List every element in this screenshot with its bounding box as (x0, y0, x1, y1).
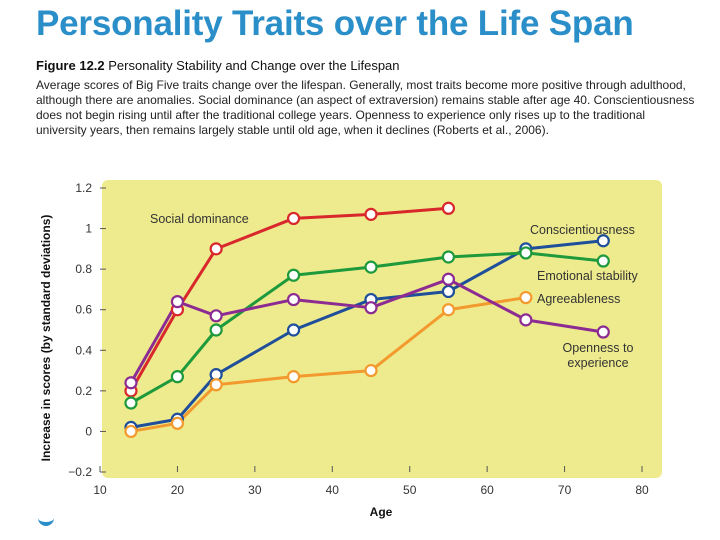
series-label-emotional-stability: Emotional stability (537, 269, 638, 283)
data-point-conscientiousness (596, 234, 610, 248)
x-tick-label: 20 (171, 483, 185, 497)
figure-description: Average scores of Big Five traits change… (36, 78, 695, 137)
figure-caption: Figure 12.2 Personality Stability and Ch… (36, 58, 696, 73)
data-point-emotional-stability (170, 370, 185, 384)
series-line-conscientiousness (130, 239, 604, 429)
y-tick-label: 0 (85, 424, 92, 438)
x-tick-label: 10 (93, 483, 107, 497)
y-tick-label: −0.2 (68, 465, 92, 479)
data-point-agreeableness (170, 416, 185, 430)
x-axis-label: Age (370, 505, 393, 519)
life-span-chart: −0.2 0 0.2 0.4 0.6 0.8 1 1.2 10 20 30 40 50 60 70 80 Ag… (39, 180, 662, 519)
data-point-openness-to-experience (209, 309, 223, 323)
figure-title: Personality Stability and Change over th… (108, 58, 400, 73)
data-point-openness-to-experience (441, 272, 456, 286)
series-label-conscientiousness: Conscientiousness (530, 223, 635, 237)
data-point-emotional-stability (519, 246, 533, 260)
data-point-conscientiousness (286, 323, 301, 337)
data-point-emotional-stability (209, 323, 223, 337)
series-label-agreeableness: Agreeableness (537, 292, 620, 306)
data-point-conscientiousness (441, 284, 456, 299)
figure-number: Figure 12.2 (36, 58, 105, 73)
x-tick-label: 80 (635, 483, 649, 497)
data-point-emotional-stability (286, 268, 301, 282)
data-point-openness-to-experience (170, 295, 185, 309)
y-tick-label: 1 (85, 222, 92, 236)
data-point-social-dominance (441, 201, 456, 215)
data-point-social-dominance (286, 211, 301, 226)
x-tick-label: 50 (403, 483, 417, 497)
data-point-social-dominance (209, 242, 223, 256)
data-point-agreeableness (519, 290, 533, 305)
series-labels-layer: Social dominance Conscientiousness Emoti… (150, 212, 638, 370)
series-label-openness: Openness to experience (563, 341, 634, 370)
y-tick-label: 0.2 (75, 384, 92, 398)
data-point-emotional-stability (124, 396, 138, 410)
series-line-social-dominance (129, 206, 449, 392)
y-tick-label: 0.4 (75, 343, 92, 357)
slide-title: Personality Traits over the Life Span (36, 4, 634, 43)
data-point-openness-to-experience (596, 325, 610, 339)
data-point-agreeableness (209, 378, 223, 392)
series-label-social-dominance: Social dominance (150, 212, 249, 226)
x-tick-label: 40 (326, 483, 340, 497)
y-tick-label: 0.8 (75, 262, 92, 276)
data-point-openness-to-experience (124, 376, 138, 390)
data-point-openness-to-experience (519, 313, 533, 327)
data-point-agreeableness (286, 370, 301, 384)
data-point-openness-to-experience (364, 301, 378, 315)
data-point-agreeableness (441, 303, 456, 317)
y-axis-label: Increase in scores (by standard deviatio… (39, 215, 53, 462)
series-line-openness-to-experience (129, 277, 604, 384)
data-point-emotional-stability (596, 254, 610, 268)
series-line-emotional-stability (130, 251, 604, 405)
axes-layer: −0.2 0 0.2 0.4 0.6 0.8 1 1.2 10 20 30 40 50 60 70 80 (68, 181, 649, 497)
data-point-emotional-stability (441, 250, 456, 264)
x-tick-label: 70 (558, 483, 572, 497)
data-point-agreeableness (364, 363, 378, 378)
series-layer (124, 201, 610, 439)
y-tick-label: 1.2 (75, 181, 92, 195)
x-tick-label: 30 (248, 483, 262, 497)
data-point-emotional-stability (364, 260, 378, 274)
data-point-openness-to-experience (286, 292, 301, 307)
y-tick-label: 0.6 (75, 303, 92, 317)
x-tick-label: 60 (480, 483, 494, 497)
data-point-agreeableness (124, 424, 138, 439)
decorative-swoosh-icon (38, 514, 54, 526)
data-point-social-dominance (364, 207, 378, 221)
